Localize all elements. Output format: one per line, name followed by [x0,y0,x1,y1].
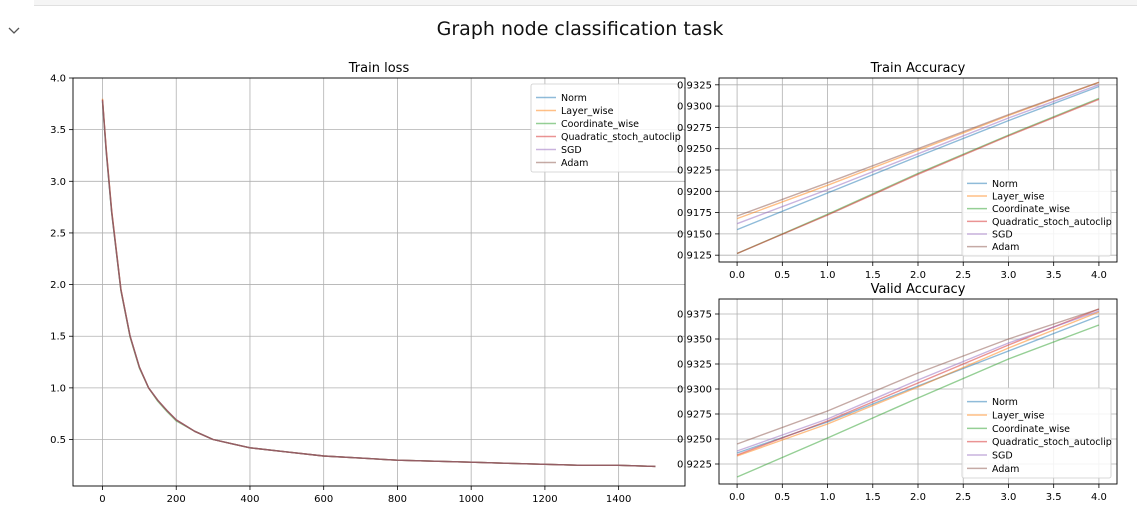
series-line-Adam [736,308,1100,445]
legend-box [961,387,1112,479]
chart-title: Valid Accuracy [871,282,966,297]
legend-label: Adam [992,242,1019,253]
x-tick-label: 0.0 [729,270,745,281]
x-tick-label: 0.0 [729,492,745,503]
legend-label: Coordinate_wise [561,119,639,130]
x-tick-label: 2.0 [910,492,926,503]
x-tick-label: 3.5 [1046,270,1062,281]
x-tick-label: 4.0 [1091,492,1107,503]
x-tick-label: 1000 [458,494,483,505]
y-tick-label: 0.9200 [677,187,712,198]
x-tick-label: 1.5 [865,270,881,281]
legend-box [530,83,680,173]
legend-box [961,169,1112,257]
chart-1: 0.0 0.5 1.0 1.5 2.0 2.5 3.0 3.5 4.0 0.9125 0.9150 0… [677,61,1118,281]
y-tick-label: 0.9125 [677,251,712,262]
y-tick-label: 0.9150 [677,229,712,240]
axes-frame [72,77,686,487]
x-tick-label: 0 [99,494,105,505]
axes-frame [718,298,1118,485]
x-tick-label: 1400 [606,494,631,505]
notebook-cell-top-border [34,0,1137,6]
legend-label: Coordinate_wise [992,204,1070,215]
chart-title: Train Accuracy [870,61,966,76]
y-tick-label: 0.9250 [677,144,712,155]
y-tick-label: 0.9375 [677,310,712,321]
series-line-Quadratic_stoch_autoclip [736,98,1100,255]
x-tick-label: 2.5 [955,270,971,281]
legend-label: Layer_wise [992,411,1045,422]
legend-label: Norm [992,179,1018,190]
legend-label: Norm [561,93,587,104]
chart-2: 0.0 0.5 1.0 1.5 2.0 2.5 3.0 3.5 4.0 0.9225 0.9250 0… [677,282,1118,503]
series-line-SGD [736,310,1100,452]
legend-label: SGD [992,230,1013,241]
legend-label: SGD [561,145,582,156]
legend-label: Adam [992,464,1019,475]
y-tick-label: 0.9300 [677,102,712,113]
y-tick-label: 0.9225 [677,460,712,471]
y-tick-label: 0.9175 [677,208,712,219]
y-tick-label: 0.9275 [677,410,712,421]
y-tick-label: 1.5 [50,332,66,343]
y-tick-label: 0.9350 [677,335,712,346]
legend-label: Coordinate_wise [992,424,1070,435]
axes-frame [718,77,1118,263]
legend-label: Norm [992,397,1018,408]
legend-label: Layer_wise [561,106,614,117]
x-tick-label: 3.5 [1046,492,1062,503]
y-tick-label: 1.0 [50,383,66,394]
figure-title: Graph node classification task [436,18,724,40]
series-line-Norm [736,85,1100,231]
x-tick-label: 2.5 [955,492,971,503]
y-tick-label: 3.0 [50,177,66,188]
x-tick-label: 1.0 [820,492,836,503]
x-tick-label: 1200 [532,494,557,505]
x-tick-label: 1.5 [865,492,881,503]
series-line-SGD [736,84,1100,225]
x-tick-label: 200 [167,494,186,505]
x-tick-label: 600 [314,494,333,505]
series-line-Coordinate_wise [736,324,1100,478]
x-tick-label: 1.0 [820,270,836,281]
y-tick-label: 3.5 [50,125,66,136]
chart-0: 0 200 400 600 800 1000 1200 1400 0.5 1.0 1.5 2.0 2.5… [50,61,686,505]
y-tick-label: 0.9325 [677,360,712,371]
y-tick-label: 0.9300 [677,385,712,396]
y-tick-label: 4.0 [50,74,66,85]
x-tick-label: 0.5 [774,492,790,503]
x-tick-label: 3.0 [1001,270,1017,281]
y-tick-label: 0.9250 [677,435,712,446]
legend-label: Quadratic_stoch_autoclip [992,437,1112,448]
x-tick-label: 4.0 [1091,270,1107,281]
x-tick-label: 2.0 [910,270,926,281]
x-tick-label: 3.0 [1001,492,1017,503]
y-tick-label: 2.5 [50,228,66,239]
legend-label: Quadratic_stoch_autoclip [561,132,681,143]
y-tick-label: 0.5 [50,435,66,446]
collapse-chevron-icon[interactable] [7,24,21,38]
y-tick-label: 0.9225 [677,166,712,177]
y-tick-label: 0.9325 [677,80,712,91]
legend-label: Adam [561,158,588,169]
series-line-Adam [736,81,1100,217]
legend-label: Layer_wise [992,192,1045,203]
x-tick-label: 800 [388,494,407,505]
y-tick-label: 0.9275 [677,123,712,134]
y-tick-label: 2.0 [50,280,66,291]
legend-label: SGD [992,451,1013,462]
series-line-Layer_wise [736,311,1100,457]
legend-label: Quadratic_stoch_autoclip [992,217,1112,228]
series-line-Adam [101,99,656,468]
x-tick-label: 400 [240,494,259,505]
x-tick-label: 0.5 [774,270,790,281]
chart-title: Train loss [348,61,410,76]
